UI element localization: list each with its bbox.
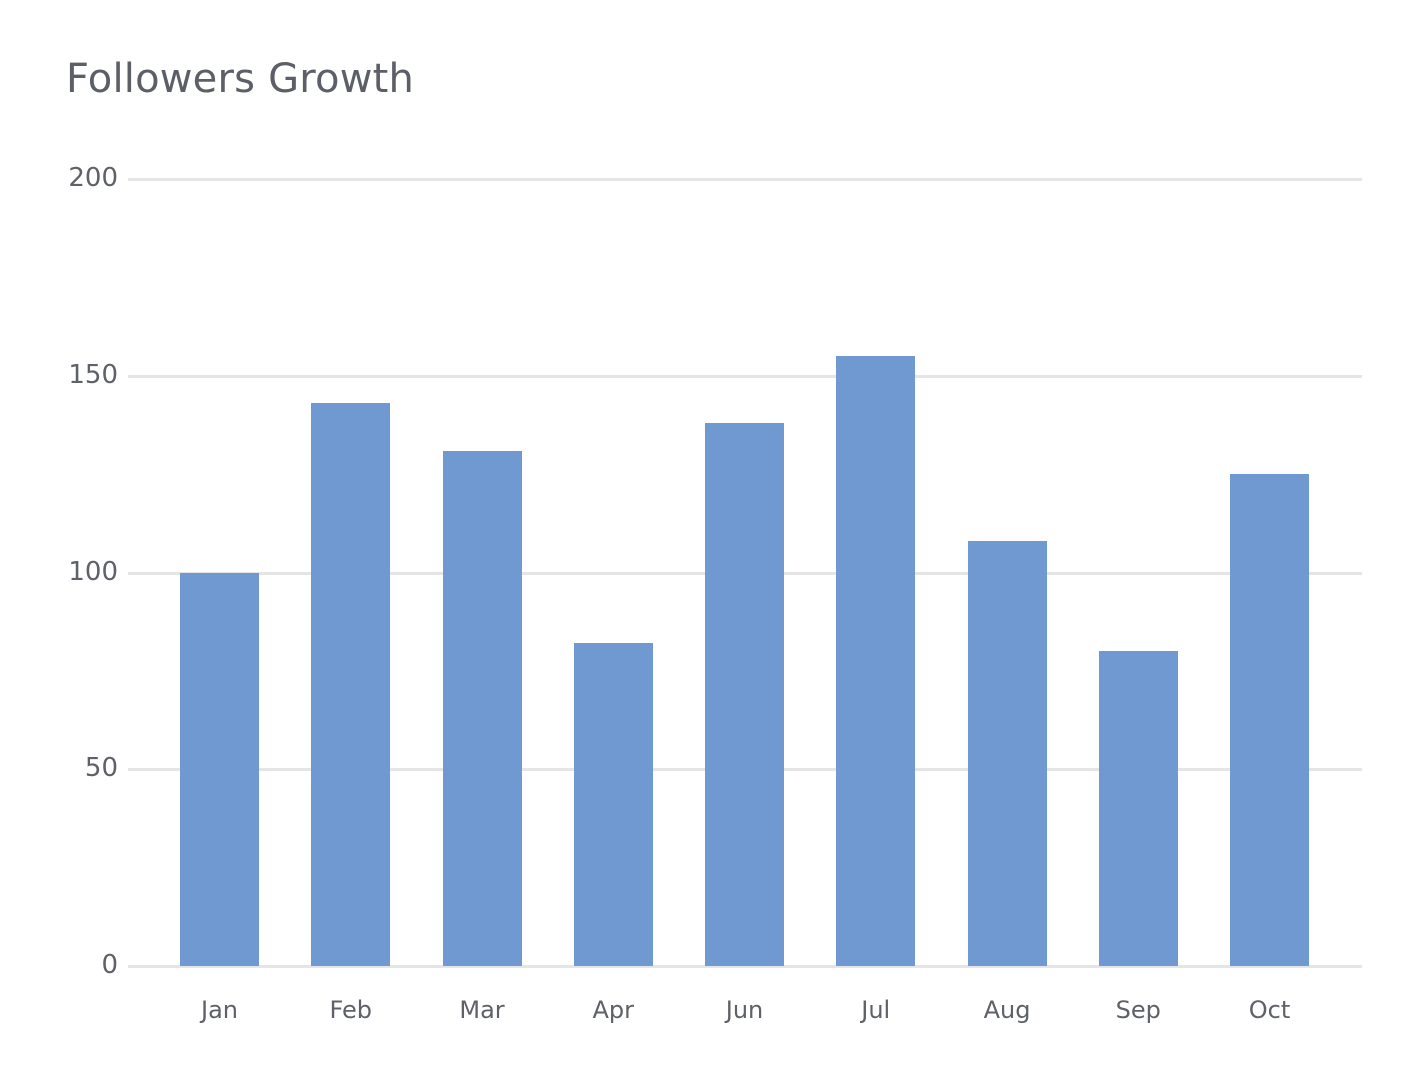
bar-aug[interactable]	[967, 541, 1047, 966]
bar-mar[interactable]	[442, 450, 522, 966]
x-axis-tick-label: Jul	[861, 996, 891, 1024]
y-axis-tick-label: 0	[101, 950, 118, 980]
bar-jul[interactable]	[836, 356, 916, 966]
bar-sep[interactable]	[1098, 651, 1178, 966]
bar-feb[interactable]	[311, 403, 391, 966]
x-axis-tick-label: Jan	[201, 996, 238, 1024]
x-axis-tick-label: Apr	[592, 996, 635, 1024]
x-axis-tick-label: Mar	[459, 996, 505, 1024]
gridline	[128, 965, 1362, 968]
x-axis-tick-label: Oct	[1248, 996, 1291, 1024]
x-axis-tick-label: Sep	[1115, 996, 1161, 1024]
x-axis-tick-label: Jun	[725, 996, 764, 1024]
x-axis-tick-label: Aug	[983, 996, 1031, 1024]
y-axis-tick-label: 150	[68, 359, 118, 390]
y-axis-tick-label: 50	[84, 753, 118, 784]
y-axis-tick-label: 100	[68, 556, 118, 587]
y-axis-tick-label: 200	[68, 163, 118, 193]
gridline	[128, 374, 1362, 378]
bar-apr[interactable]	[573, 643, 653, 966]
bar-jan[interactable]	[180, 572, 259, 966]
x-axis-tick-label: Feb	[329, 996, 373, 1024]
chart-title: Followers Growth	[66, 56, 415, 102]
gridline	[128, 178, 1362, 181]
bar-oct[interactable]	[1230, 474, 1309, 966]
bar-jun[interactable]	[705, 422, 784, 966]
